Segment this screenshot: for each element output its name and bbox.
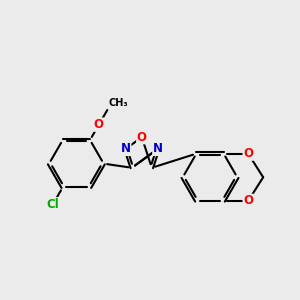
Text: N: N (153, 142, 163, 155)
Text: O: O (243, 194, 253, 207)
Text: O: O (137, 131, 147, 144)
Text: O: O (243, 147, 253, 160)
Text: N: N (121, 142, 131, 155)
Text: CH₃: CH₃ (109, 98, 128, 108)
Text: O: O (94, 118, 104, 131)
Text: Cl: Cl (46, 198, 59, 211)
